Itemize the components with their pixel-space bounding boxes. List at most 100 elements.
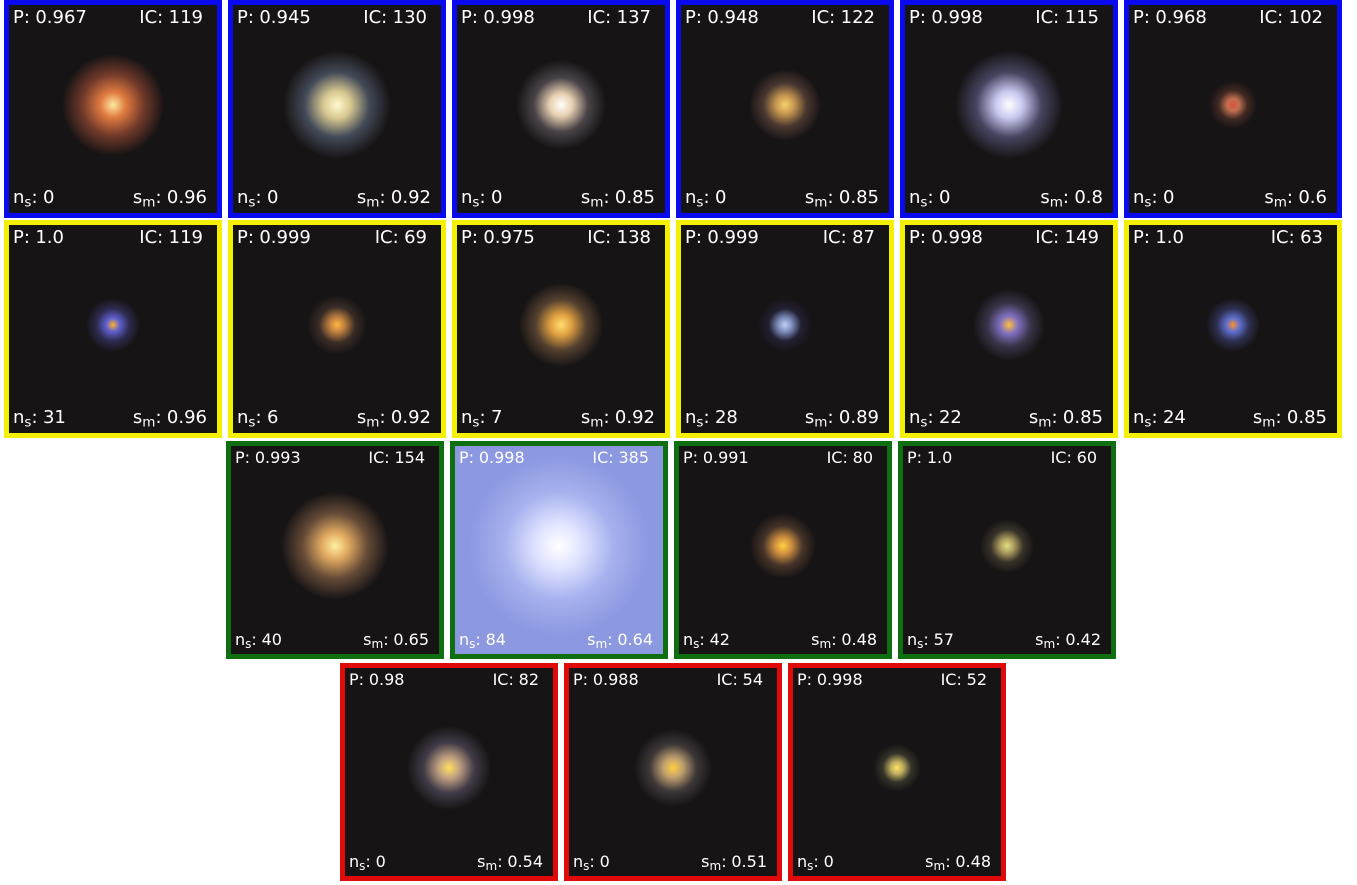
sm-label: sm:0.92 [581, 409, 655, 427]
galaxy-tile: P:0.948IC:122ns:0sm:0.85 [676, 0, 894, 218]
sm-label: sm:0.65 [363, 632, 429, 648]
galaxy-tile: P:0.998IC:385ns:84sm:0.64 [450, 441, 668, 659]
sm-label-base: s [805, 187, 814, 208]
ns-label-value: 42 [710, 630, 730, 649]
sm-label: sm:0.96 [133, 189, 207, 207]
sm-label-sub: m [1043, 637, 1055, 651]
galaxy-tile: P:1.0IC:119ns:31sm:0.96 [4, 220, 222, 438]
p-label: P:0.948 [685, 9, 759, 27]
p-label: P:1.0 [13, 229, 64, 247]
ic-label-key: IC: [592, 448, 613, 467]
sm-label-sub: m [142, 414, 155, 430]
sm-label-sub: m [933, 859, 945, 873]
p-label-key: P: [909, 227, 926, 248]
galaxy-tile: P:0.998IC:115ns:0sm:0.8 [900, 0, 1118, 218]
ns-label-base: n [235, 630, 245, 649]
ic-label-value: 385 [618, 448, 649, 467]
ns-label-value: 0 [600, 852, 610, 871]
galaxy-tile: P:0.98IC:82ns:0sm:0.54 [340, 663, 558, 881]
p-label-key: P: [349, 670, 364, 689]
ns-label-sep: : [703, 187, 709, 208]
ns-label-sep: : [251, 630, 256, 649]
ic-label: IC:52 [941, 672, 987, 688]
ns-label-value: 24 [1163, 407, 1186, 428]
ic-label-value: 63 [1300, 227, 1323, 248]
ic-label: IC:154 [368, 450, 425, 466]
ic-label: IC:122 [811, 9, 875, 27]
sm-label-value: 0.6 [1298, 187, 1327, 208]
ns-label: ns:84 [459, 632, 506, 648]
ic-label: IC:63 [1271, 229, 1323, 247]
sm-label-value: 0.92 [391, 187, 431, 208]
sm-label-value: 0.65 [393, 630, 429, 649]
ns-label-base: n [237, 187, 248, 208]
p-label: P:0.991 [683, 450, 749, 466]
sm-label-sub: m [1038, 414, 1051, 430]
ic-label-key: IC: [827, 448, 848, 467]
sm-label-base: s [357, 407, 366, 428]
sm-label-base: s [1253, 407, 1262, 428]
ns-label-base: n [797, 852, 807, 871]
ic-label: IC:115 [1035, 9, 1099, 27]
p-label-value: 0.999 [707, 227, 759, 248]
sm-label-base: s [133, 407, 142, 428]
ic-label-key: IC: [363, 7, 387, 28]
p-label-key: P: [683, 448, 698, 467]
ic-label-value: 54 [743, 670, 763, 689]
sm-label-sep: : [383, 630, 388, 649]
ns-label-sep: : [31, 187, 37, 208]
sm-label: sm:0.42 [1035, 632, 1101, 648]
ns-label-base: n [349, 852, 359, 871]
sm-label-sep: : [1051, 407, 1057, 428]
ic-label: IC:119 [139, 229, 203, 247]
ic-label: IC:69 [375, 229, 427, 247]
sm-label-sub: m [1262, 414, 1275, 430]
sm-label-sep: : [379, 407, 385, 428]
ic-label-value: 60 [1077, 448, 1097, 467]
sm-label-value: 0.8 [1074, 187, 1103, 208]
p-label-value: 0.988 [593, 670, 639, 689]
sm-label: sm:0.48 [925, 854, 991, 870]
ns-label-value: 0 [43, 187, 54, 208]
ns-label-sep: : [255, 407, 261, 428]
ns-label-sep: : [479, 407, 485, 428]
ns-label-sep: : [589, 852, 594, 871]
sm-label: sm:0.85 [1029, 409, 1103, 427]
ic-label-key: IC: [1035, 227, 1059, 248]
ns-label-value: 57 [934, 630, 954, 649]
ic-label-key: IC: [1035, 7, 1059, 28]
sm-label-sub: m [1050, 194, 1063, 210]
ns-label-sep: : [813, 852, 818, 871]
ic-label-key: IC: [139, 7, 163, 28]
ns-label-base: n [13, 187, 24, 208]
ic-label-value: 80 [853, 448, 873, 467]
galaxy-tile: P:0.991IC:80ns:42sm:0.48 [674, 441, 892, 659]
sm-label-base: s [1040, 187, 1049, 208]
ns-label: ns:0 [685, 189, 726, 207]
ic-label-value: 149 [1065, 227, 1099, 248]
sm-label-base: s [805, 407, 814, 428]
p-label-key: P: [685, 227, 702, 248]
ns-label-base: n [1133, 407, 1144, 428]
p-label-key: P: [461, 7, 478, 28]
p-label-value: 0.98 [369, 670, 405, 689]
galaxy-tile: P:0.999IC:87ns:28sm:0.89 [676, 220, 894, 438]
ns-label-sep: : [923, 630, 928, 649]
sm-label-sub: m [709, 859, 721, 873]
galaxy-tile: P:0.998IC:52ns:0sm:0.48 [788, 663, 1006, 881]
galaxy-tile: P:0.999IC:69ns:6sm:0.92 [228, 220, 446, 438]
sm-label: sm:0.89 [805, 409, 879, 427]
p-label-key: P: [907, 448, 922, 467]
p-label-value: 0.998 [931, 227, 983, 248]
ns-label-value: 22 [939, 407, 962, 428]
ic-label: IC:102 [1259, 9, 1323, 27]
ns-label: ns:0 [461, 189, 502, 207]
p-label-key: P: [573, 670, 588, 689]
sm-label-sub: m [819, 637, 831, 651]
ic-label: IC:82 [493, 672, 539, 688]
sm-label-sep: : [945, 852, 950, 871]
p-label-key: P: [235, 448, 250, 467]
ns-label-value: 28 [715, 407, 738, 428]
ns-label-value: 40 [262, 630, 282, 649]
